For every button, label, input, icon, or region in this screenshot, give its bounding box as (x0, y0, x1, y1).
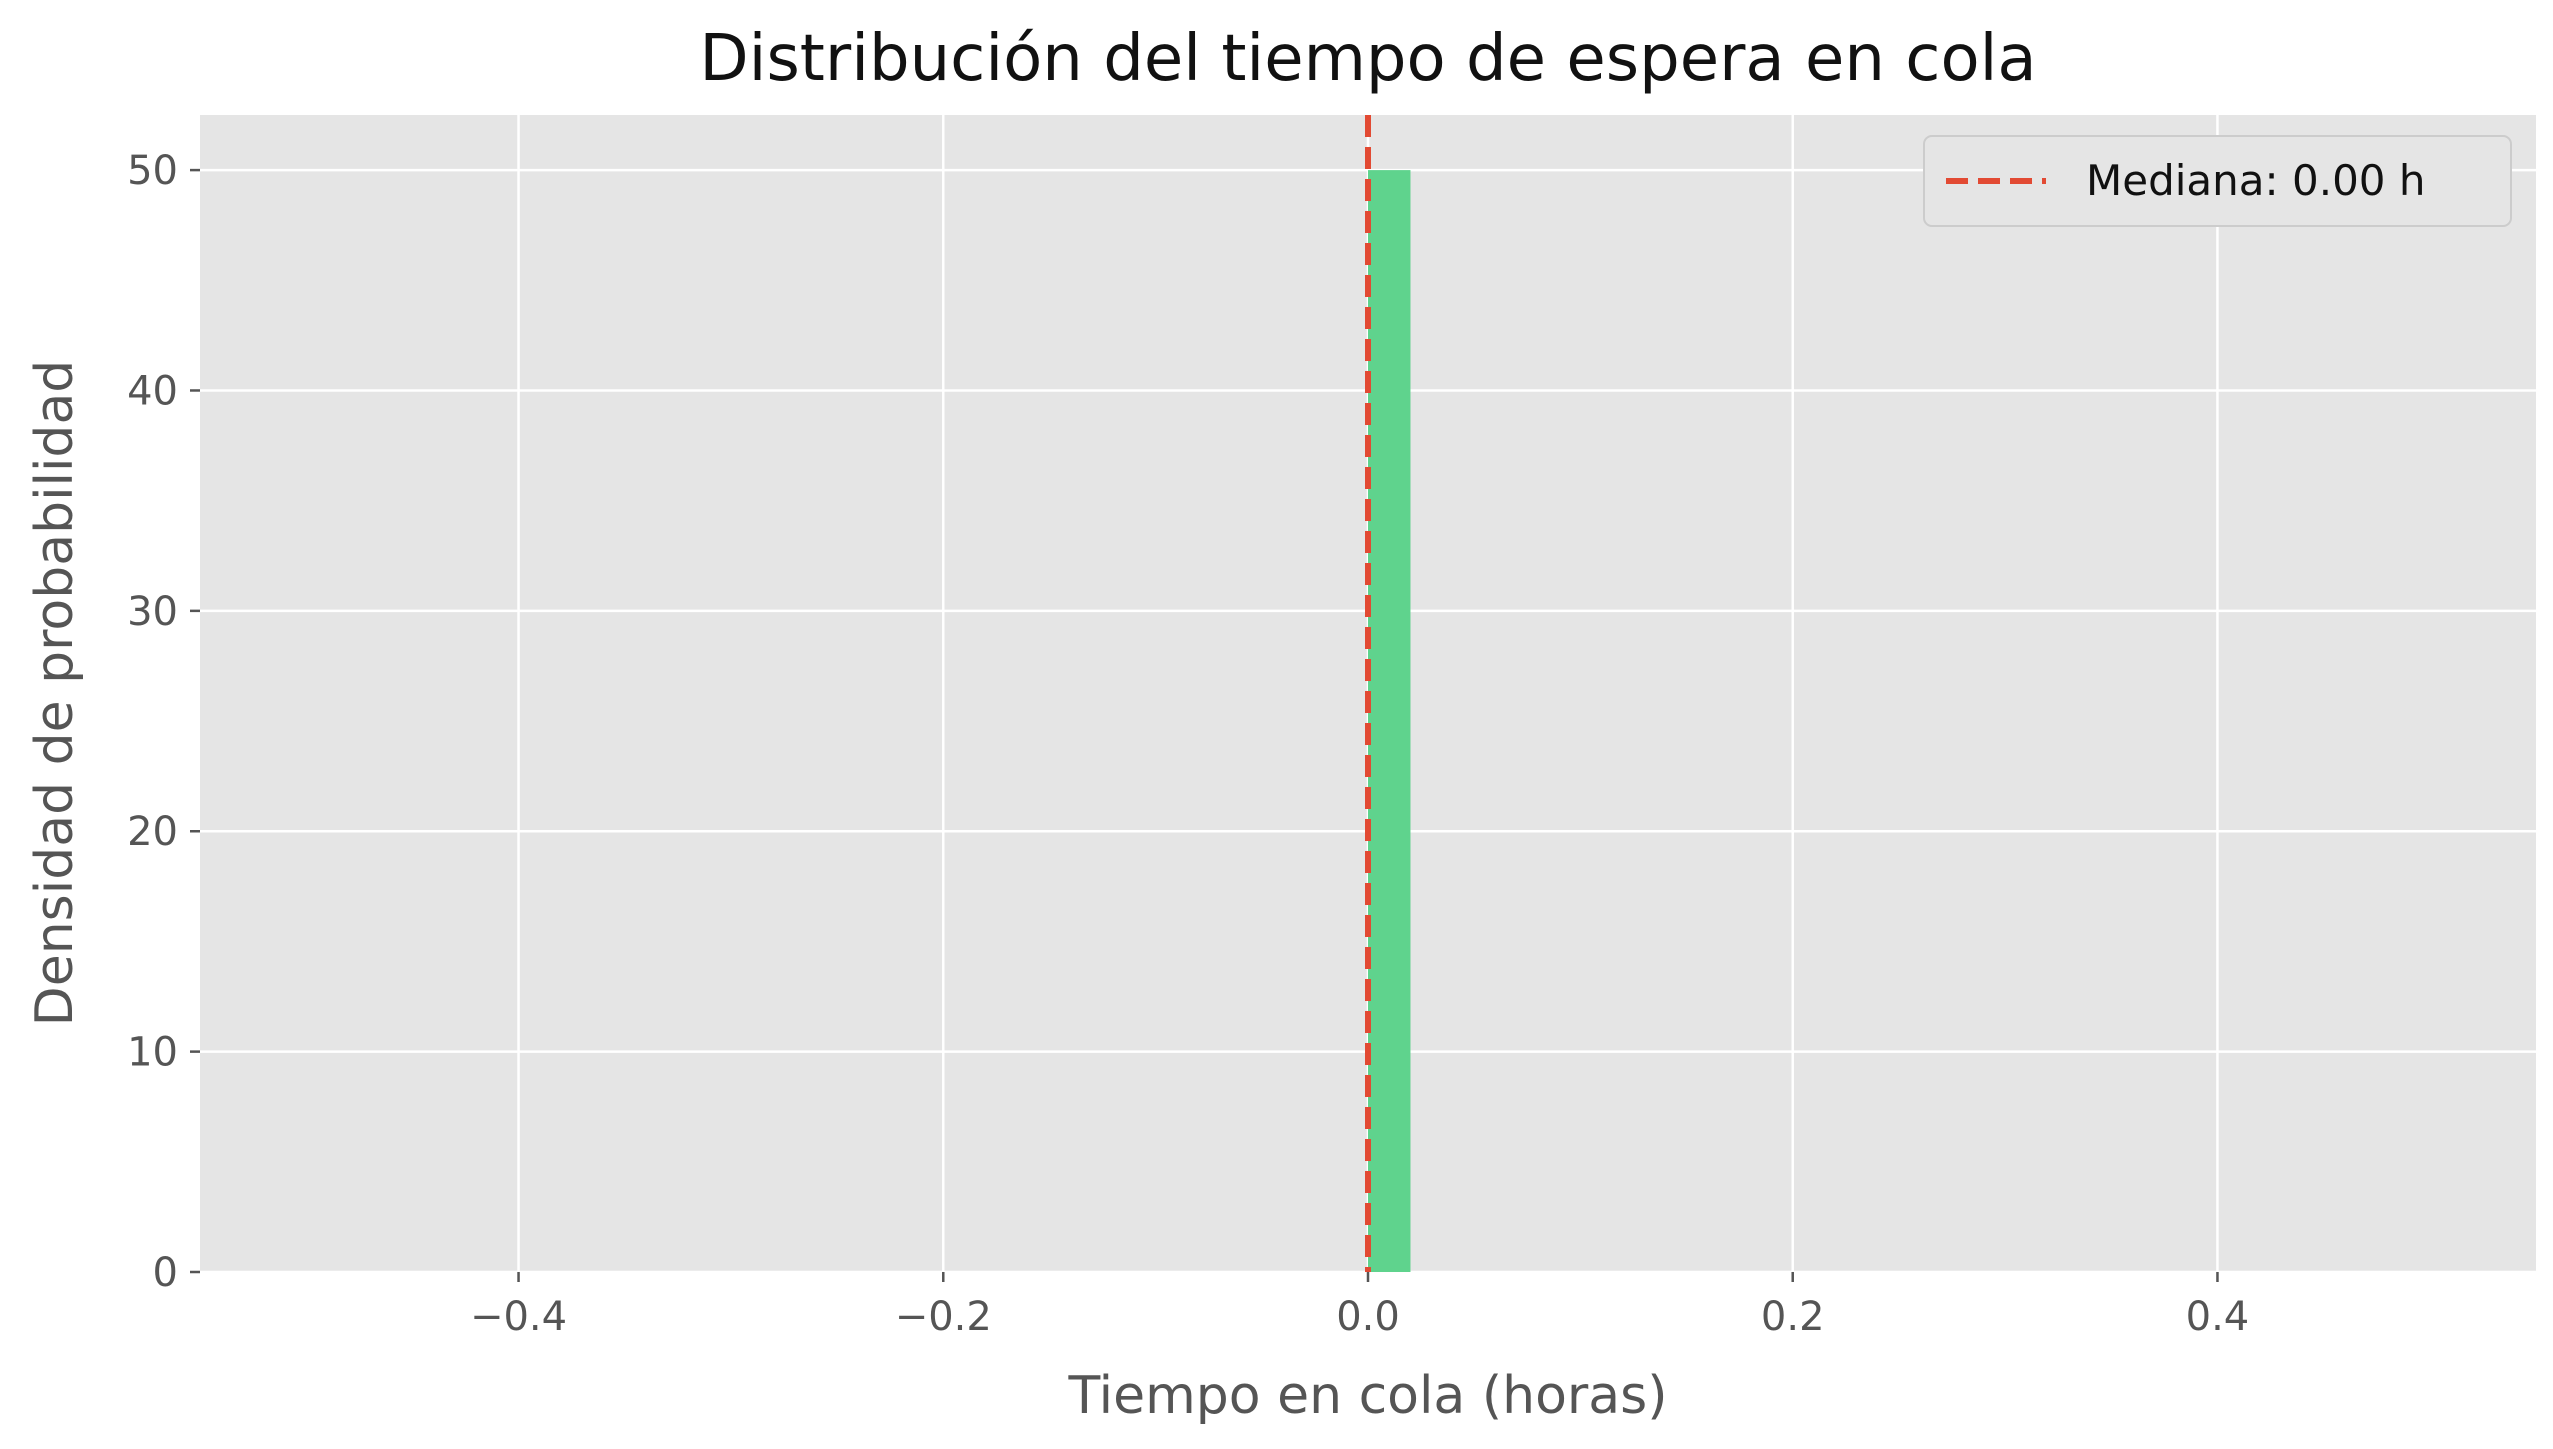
y-tick-label-2: 20 (127, 809, 178, 855)
legend-median-label: Mediana: 0.00 h (2086, 156, 2426, 205)
x-tick-label-0: −0.4 (470, 1294, 567, 1340)
y-tick-label-0: 0 (153, 1250, 178, 1296)
x-tick-label-3: 0.2 (1761, 1294, 1825, 1340)
legend: Mediana: 0.00 h (1923, 135, 2512, 227)
x-axis-ticks: −0.4 −0.2 0.0 0.2 0.4 (470, 1272, 2249, 1340)
y-axis-label: Densidad de probabilidad (25, 360, 85, 1027)
histogram-bars (1368, 170, 1411, 1273)
y-axis-ticks: 0 10 20 30 40 50 (127, 148, 200, 1296)
x-tick-label-2: 0.0 (1336, 1294, 1400, 1340)
x-tick-label-4: 0.4 (2186, 1294, 2250, 1340)
y-tick-label-1: 10 (127, 1030, 178, 1076)
legend-box (1923, 135, 2512, 227)
y-tick-label-5: 50 (127, 148, 178, 194)
y-tick-label-3: 30 (127, 589, 178, 635)
histogram-bar-0 (1368, 170, 1411, 1273)
x-tick-label-1: −0.2 (895, 1294, 992, 1340)
y-tick-label-4: 40 (127, 368, 178, 414)
x-axis-label: Tiempo en cola (horas) (1067, 1366, 1667, 1426)
chart-title: Distribución del tiempo de espera en col… (699, 22, 2036, 96)
